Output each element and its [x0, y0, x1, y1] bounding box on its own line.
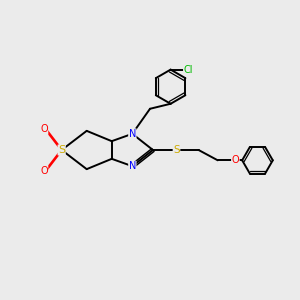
Text: O: O — [40, 166, 48, 176]
Text: O: O — [40, 124, 48, 134]
Text: S: S — [58, 145, 65, 155]
Text: O: O — [232, 155, 239, 165]
Text: N: N — [129, 161, 136, 171]
Text: Cl: Cl — [184, 64, 193, 75]
Text: N: N — [129, 129, 136, 139]
Text: S: S — [173, 145, 180, 155]
